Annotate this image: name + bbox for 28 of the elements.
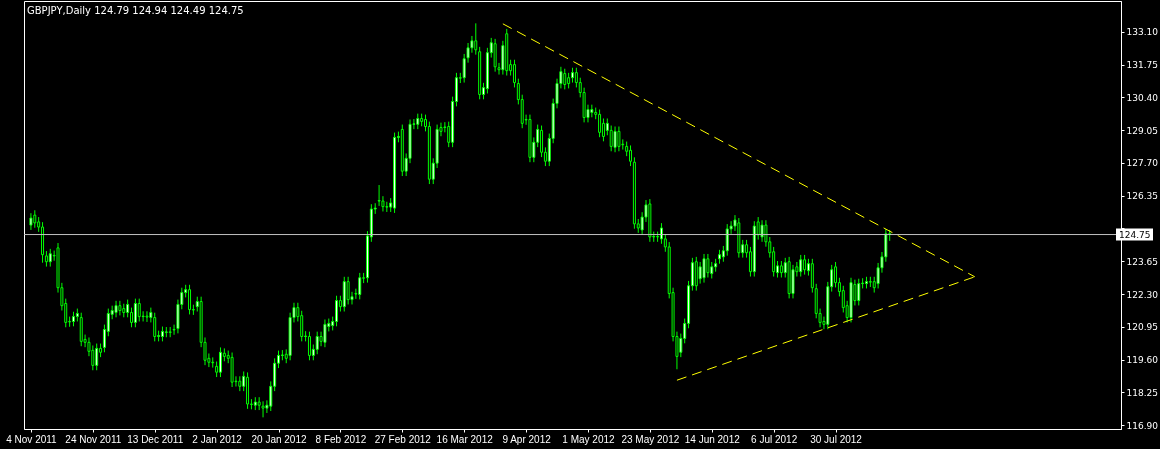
y-tick-label: 118.25 bbox=[1126, 387, 1158, 398]
x-tick-label: 6 Jul 2012 bbox=[751, 433, 798, 445]
y-tick-label: 116.90 bbox=[1126, 420, 1159, 431]
chart-title: GBPJPY,Daily 124.79 124.94 124.49 124.75 bbox=[27, 5, 244, 16]
x-tick-label: 16 Mar 2012 bbox=[436, 433, 494, 445]
x-tick-label: 14 Jun 2012 bbox=[684, 433, 741, 445]
y-tick-label: 129.05 bbox=[1126, 125, 1158, 136]
x-tick-label: 13 Dec 2011 bbox=[127, 433, 184, 445]
y-tick-label: 127.70 bbox=[1126, 158, 1159, 169]
x-tick-label: 8 Feb 2012 bbox=[315, 433, 367, 445]
y-tick-label: 126.35 bbox=[1126, 191, 1158, 202]
x-tick-label: 20 Jan 2012 bbox=[251, 433, 307, 445]
ref-line-label: 124.75 bbox=[1119, 229, 1151, 240]
x-tick-label: 23 May 2012 bbox=[621, 433, 680, 445]
x-tick-label: 4 Nov 2011 bbox=[6, 433, 58, 445]
y-tick-label: 131.75 bbox=[1126, 60, 1158, 71]
x-tick-label: 9 Apr 2012 bbox=[502, 433, 552, 445]
x-tick-label: 27 Feb 2012 bbox=[374, 433, 432, 445]
y-tick-label: 133.10 bbox=[1126, 27, 1159, 38]
x-tick-label: 24 Nov 2011 bbox=[65, 433, 122, 445]
y-tick-label: 120.95 bbox=[1126, 322, 1158, 333]
y-tick-label: 122.30 bbox=[1126, 289, 1159, 300]
x-tick-label: 1 May 2012 bbox=[562, 433, 616, 445]
y-tick-label: 123.65 bbox=[1126, 256, 1158, 267]
y-tick-label: 119.60 bbox=[1126, 355, 1159, 366]
y-tick-label: 130.40 bbox=[1126, 92, 1159, 103]
x-tick-label: 30 Jul 2012 bbox=[810, 433, 863, 445]
x-tick-label: 2 Jan 2012 bbox=[192, 433, 243, 445]
